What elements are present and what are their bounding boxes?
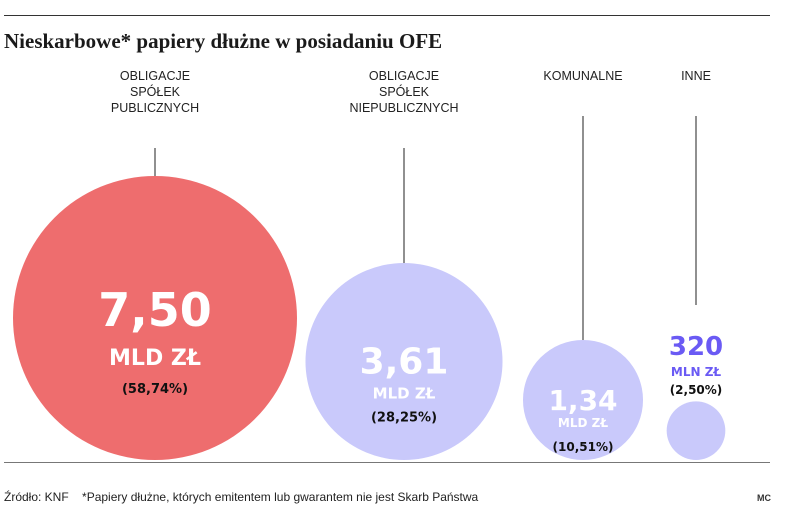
category-label-series-2: OBLIGACJE — [369, 69, 439, 83]
author-credit: MC — [757, 493, 771, 503]
percent-label-series-2: (28,25%) — [371, 410, 437, 425]
source-note: Źródło: KNF — [4, 490, 69, 504]
value-label-series-2: 3,61 — [360, 341, 449, 382]
footnote: *Papiery dłużne, których emitentem lub g… — [82, 490, 479, 504]
percent-label-series-1: (58,74%) — [122, 382, 188, 397]
percent-label-series-3: (10,51%) — [553, 440, 614, 454]
percent-label-series-4: (2,50%) — [670, 383, 723, 397]
value-label-series-3: 1,34 — [548, 384, 617, 417]
top-rule — [4, 15, 770, 16]
category-label-series-1: SPÓŁEK — [130, 84, 181, 99]
value-label-series-1: 7,50 — [98, 283, 212, 337]
footer: Źródło: KNF *Papiery dłużne, których emi… — [4, 490, 488, 504]
category-label-series-3: KOMUNALNE — [543, 69, 622, 83]
bubble-series-3 — [522, 339, 644, 460]
bubble-series-2 — [305, 262, 503, 460]
unit-label-series-3: MLD ZŁ — [558, 416, 608, 430]
category-label-series-1: PUBLICZNYCH — [111, 101, 199, 115]
category-label-series-2: NIEPUBLICZNYCH — [349, 101, 458, 115]
unit-label-series-1: MLD ZŁ — [109, 346, 201, 371]
bubble-series-1 — [13, 176, 297, 460]
category-label-series-4: INNE — [681, 69, 711, 83]
baseline-rule — [4, 462, 770, 463]
category-label-series-2: SPÓŁEK — [379, 84, 430, 99]
category-label-series-1: OBLIGACJE — [120, 69, 190, 83]
bubble-series-4 — [666, 401, 726, 460]
unit-label-series-4: MLN ZŁ — [671, 365, 722, 379]
chart-title: Nieskarbowe* papiery dłużne w posiadaniu… — [4, 29, 443, 53]
value-label-series-4: 320 — [669, 332, 723, 362]
unit-label-series-2: MLD ZŁ — [373, 384, 436, 402]
